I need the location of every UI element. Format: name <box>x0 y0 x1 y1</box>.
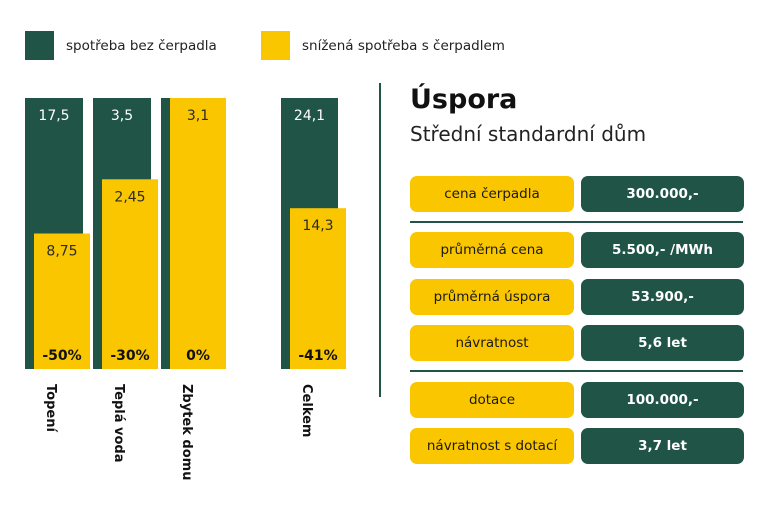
section-divider-2 <box>410 370 743 372</box>
value-label-with-pump-total: 14,3 <box>302 218 333 234</box>
row-label-payback-subsidy: návratnost s dotací <box>410 428 574 464</box>
panel-title: Úspora <box>410 84 518 115</box>
panel-subtitle: Střední standardní dům <box>410 122 647 146</box>
row-value-average-saving: 53.900,- <box>581 279 744 315</box>
row-label-pump-price: cena čerpadla <box>410 176 574 212</box>
row-label-average-saving: průměrná úspora <box>410 279 574 315</box>
category-label-total: Celkem <box>299 384 314 437</box>
legend-item-without-pump: spotřeba bez čerpadla <box>25 31 217 60</box>
legend-label-without-pump: spotřeba bez čerpadla <box>66 37 217 54</box>
reduction-label-rest-of-house: 0% <box>186 348 210 364</box>
reduction-label-hot-water: -30% <box>110 348 149 364</box>
section-divider-1 <box>410 221 743 223</box>
value-label-with-pump-heating: 8,75 <box>46 244 77 260</box>
consumption-bar-chart: 17,5 8,75 -50% Topení 3,5 2,45 -30% Teplá voda 3… <box>25 98 346 480</box>
row-value-pump-price: 300.000,- <box>581 176 744 212</box>
legend-item-with-pump: snížená spotřeba s čerpadlem <box>261 31 505 60</box>
row-value-subsidy: 100.000,- <box>581 382 744 418</box>
value-label-with-pump-hot-water: 2,45 <box>114 189 145 205</box>
reduction-label-heating: -50% <box>42 348 81 364</box>
bar-with-pump-hot-water <box>102 179 158 369</box>
row-value-payback: 5,6 let <box>581 325 744 361</box>
legend-swatch-yellow <box>261 31 290 60</box>
vertical-divider <box>379 83 381 397</box>
bar-with-pump-rest-of-house <box>170 98 226 369</box>
bar-with-pump-heating <box>34 233 90 369</box>
legend-label-with-pump: snížená spotřeba s čerpadlem <box>302 37 505 54</box>
row-value-average-price: 5.500,- /MWh <box>581 232 744 268</box>
row-label-subsidy: dotace <box>410 382 574 418</box>
value-label-with-pump-rest-of-house: 3,1 <box>187 108 209 124</box>
value-label-without-pump-heating: 17,5 <box>38 108 69 124</box>
row-label-average-price: průměrná cena <box>410 232 574 268</box>
reduction-label-total: -41% <box>298 348 337 364</box>
category-label-hot-water: Teplá voda <box>111 384 126 463</box>
bar-with-pump-total <box>290 208 346 369</box>
value-label-without-pump-hot-water: 3,5 <box>111 108 133 124</box>
value-label-without-pump-total: 24,1 <box>294 108 325 124</box>
legend-swatch-green <box>25 31 54 60</box>
row-value-payback-subsidy: 3,7 let <box>581 428 744 464</box>
row-label-payback: návratnost <box>410 325 574 361</box>
category-label-rest-of-house: Zbytek domu <box>179 384 194 480</box>
category-label-heating: Topení <box>43 384 58 433</box>
